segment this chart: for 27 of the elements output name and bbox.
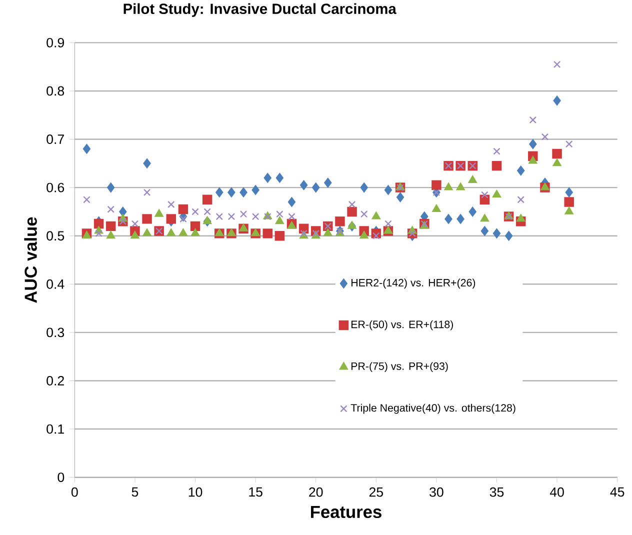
y-tick-label: 0.2 — [46, 376, 64, 386]
y-tick-label: 0.1 — [46, 424, 64, 434]
x-tick-label: 40 — [550, 488, 564, 497]
x-tick-label: 5 — [132, 488, 138, 497]
x-tick-label: 45 — [610, 488, 624, 497]
y-tick-label: 0.7 — [46, 134, 64, 144]
legend-label: HER2-(142) vs. HER+(26) — [351, 278, 476, 289]
x-tick-label: 15 — [249, 488, 262, 497]
legend-label: Triple Negative(40) vs. others(128) — [350, 404, 516, 414]
x-tick-label: 10 — [188, 488, 202, 497]
x-tick-label: 35 — [490, 488, 504, 497]
legend-label: ER-(50) vs. ER+(118) — [351, 320, 453, 330]
y-tick-label: 0.4 — [46, 280, 64, 290]
y-tick-label: 0.5 — [46, 231, 64, 241]
x-tick-label: 20 — [309, 488, 323, 497]
y-tick-label: 0.3 — [46, 328, 64, 338]
y-tick-label: 0.6 — [46, 183, 64, 192]
y-tick-label: 0.9 — [46, 38, 64, 48]
x-tick-label: 30 — [430, 488, 444, 497]
y-tick-label: 0 — [58, 472, 64, 482]
y-axis-title: AUC value — [24, 217, 37, 304]
x-tick-label: 0 — [71, 488, 78, 497]
y-tick-label: 0.8 — [46, 86, 64, 96]
x-axis-title: Features — [311, 506, 382, 518]
legend-label: PR-(75) vs. PR+(93) — [351, 362, 448, 372]
x-tick-label: 25 — [369, 488, 384, 497]
chart-title: Pilot Study: Invasive Ductal Carcinoma — [124, 3, 396, 18]
